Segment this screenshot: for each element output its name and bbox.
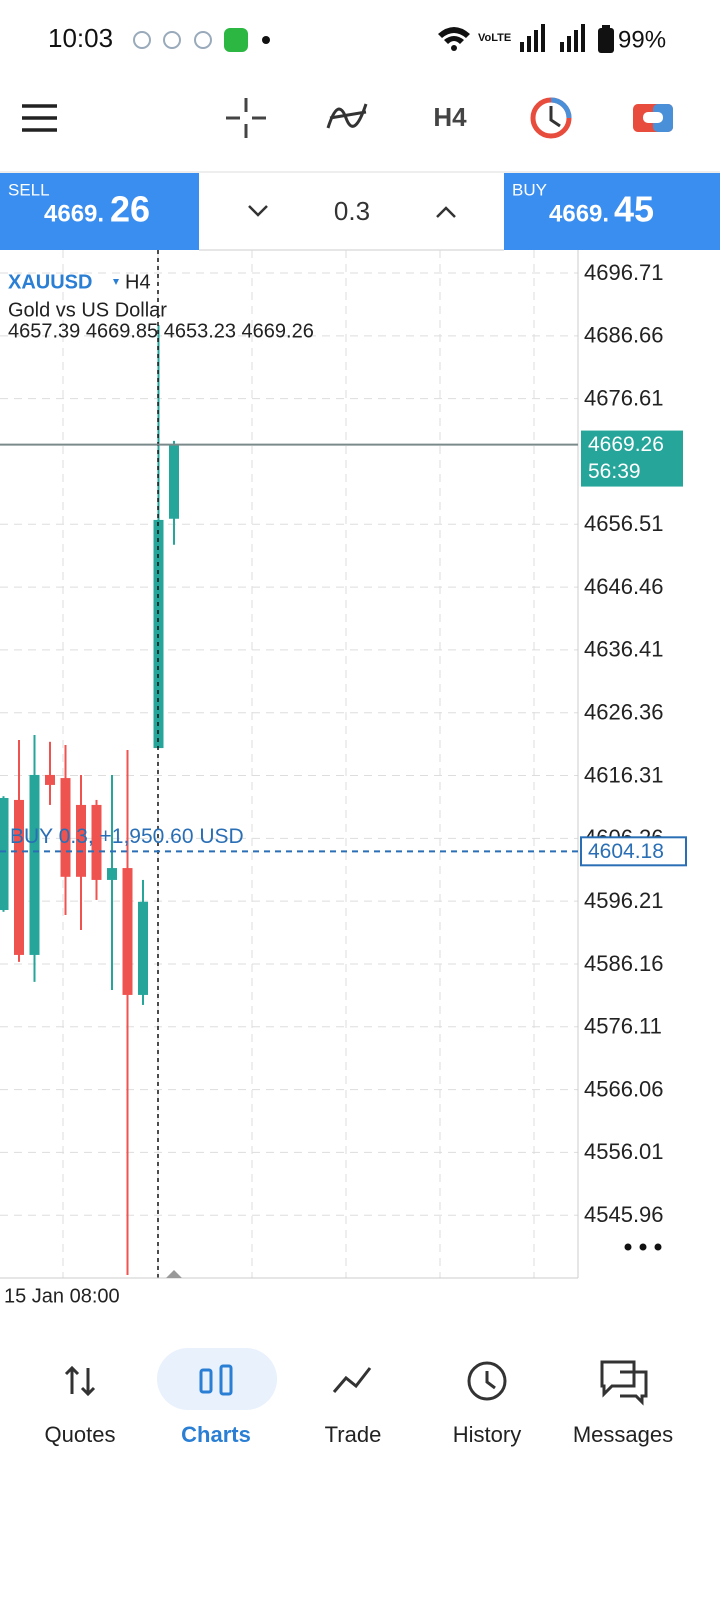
bid-price-label: 4669.26 bbox=[588, 433, 664, 456]
position-label[interactable]: BUY 0.3, +1,950.60 USD bbox=[10, 825, 244, 848]
sell-button[interactable] bbox=[0, 173, 199, 250]
nav-item[interactable]: Quotes bbox=[45, 1422, 116, 1447]
candle-body bbox=[60, 778, 71, 877]
buy-button[interactable] bbox=[504, 173, 720, 250]
bid-label-bg bbox=[581, 430, 683, 487]
grid bbox=[0, 250, 578, 1278]
signal-icons bbox=[438, 24, 614, 53]
sell-price-main: 4669. bbox=[44, 200, 104, 227]
nav-item[interactable]: Messages bbox=[573, 1422, 673, 1447]
volte-icon: VoLTE bbox=[478, 32, 511, 44]
dot bbox=[262, 36, 270, 44]
buy-price-pips: 45 bbox=[614, 189, 654, 230]
scroll-marker bbox=[166, 1270, 182, 1278]
ohlc: 4657.39 4669.85 4653.23 4669.26 bbox=[8, 320, 314, 342]
lot-increase[interactable] bbox=[436, 206, 456, 218]
symbol-description: Gold vs US Dollar bbox=[8, 299, 167, 321]
whatsapp-icon bbox=[224, 28, 248, 52]
crosshair-button[interactable] bbox=[226, 98, 266, 138]
time-label: 15 Jan 08:00 bbox=[4, 1285, 120, 1307]
y-tick-label: 4556.01 bbox=[584, 1139, 664, 1164]
position-price-bg bbox=[580, 836, 687, 867]
y-tick-label: 4586.16 bbox=[584, 951, 664, 976]
y-tick-label: 4686.66 bbox=[584, 323, 664, 348]
y-tick-label: 4566.06 bbox=[584, 1076, 664, 1101]
more-button[interactable] bbox=[624, 1243, 662, 1251]
candle-body bbox=[107, 868, 117, 880]
candle-body bbox=[29, 774, 40, 955]
status-time: 10:03 bbox=[48, 23, 113, 53]
candle-body bbox=[0, 798, 9, 910]
y-tick-label: 4596.21 bbox=[584, 888, 664, 913]
nav-icons bbox=[64, 1360, 648, 1406]
timeframe-button[interactable]: H4 bbox=[433, 102, 467, 132]
y-tick-label: 4626.36 bbox=[584, 700, 664, 725]
nav-item[interactable]: Trade bbox=[325, 1422, 382, 1447]
sell-price-pips: 26 bbox=[110, 189, 150, 230]
y-tick-label: 4616.31 bbox=[584, 762, 664, 787]
nav-item[interactable]: History bbox=[453, 1422, 521, 1447]
sell-label: SELL bbox=[8, 180, 50, 199]
y-tick-label: 4656.51 bbox=[584, 511, 664, 536]
candles bbox=[0, 324, 179, 1275]
candle-body bbox=[122, 868, 133, 995]
symbol-dropdown[interactable] bbox=[113, 279, 119, 285]
menu-button[interactable] bbox=[22, 104, 57, 132]
candle-body bbox=[45, 774, 55, 785]
chart-timeframe: H4 bbox=[125, 271, 151, 293]
indicators-button[interactable] bbox=[326, 103, 368, 129]
y-tick-label: 4545.96 bbox=[584, 1202, 664, 1227]
lot-decrease[interactable] bbox=[248, 205, 268, 217]
one-click-button[interactable] bbox=[633, 104, 673, 132]
price-axis: 4696.71 4686.66 4676.61 4656.51 4646.46 4636.… bbox=[584, 260, 664, 1227]
battery-level: 99% bbox=[618, 26, 666, 53]
notification-icons bbox=[133, 31, 212, 49]
y-tick-label: 4646.46 bbox=[584, 574, 664, 599]
clock-button[interactable] bbox=[530, 97, 572, 139]
position-price-label: 4604.18 bbox=[588, 840, 664, 863]
bottom-nav: Quotes Charts Trade History Messages bbox=[45, 1422, 674, 1447]
lot-size[interactable]: 0.3 bbox=[334, 196, 370, 226]
y-tick-label: 4696.71 bbox=[584, 260, 664, 285]
candle-body bbox=[76, 804, 86, 877]
nav-item[interactable]: Charts bbox=[181, 1422, 251, 1447]
candle-body bbox=[169, 444, 179, 519]
active-tab-highlight bbox=[157, 1348, 277, 1410]
buy-price-main: 4669. bbox=[549, 200, 609, 227]
candle-body bbox=[14, 799, 24, 955]
y-tick-label: 4636.41 bbox=[584, 637, 664, 662]
buy-label: BUY bbox=[512, 180, 547, 199]
candle-body bbox=[138, 901, 148, 995]
symbol[interactable]: XAUUSD bbox=[8, 271, 92, 293]
y-tick-label: 4576.11 bbox=[584, 1014, 662, 1039]
y-tick-label: 4676.61 bbox=[584, 385, 664, 410]
candle-body bbox=[91, 804, 102, 880]
bar-timer: 56:39 bbox=[588, 460, 641, 483]
home-indicator bbox=[270, 1584, 450, 1590]
